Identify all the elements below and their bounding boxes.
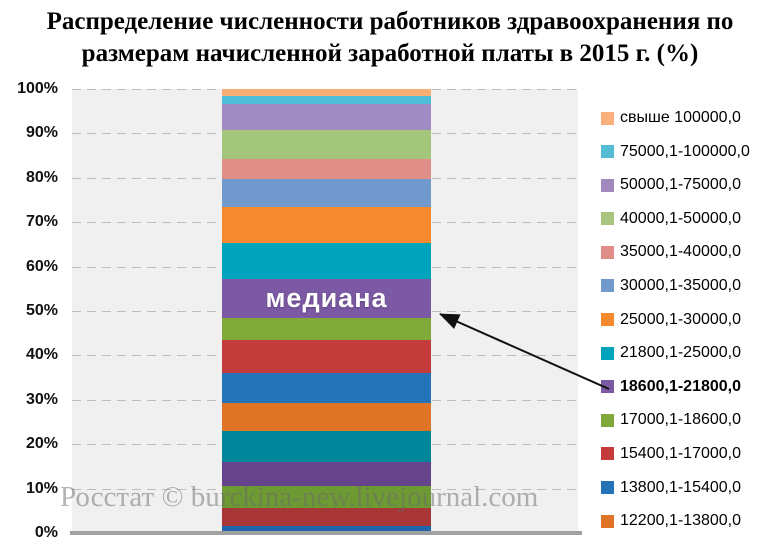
legend-item: 21800,1-25000,0 xyxy=(601,343,750,363)
y-tick-label: 100% xyxy=(17,80,58,97)
bar-segment xyxy=(222,508,431,526)
legend-item: 40000,1-50000,0 xyxy=(601,209,750,229)
legend-item: 18600,1-21800,0 xyxy=(601,377,750,397)
bar-segment-17000,1-18600,0 xyxy=(222,317,431,340)
legend-label: 21800,1-25000,0 xyxy=(620,344,741,362)
legend-item: 17000,1-18600,0 xyxy=(601,410,750,430)
x-axis-line xyxy=(70,531,582,535)
legend-label: 75000,1-100000,0 xyxy=(620,142,750,160)
legend-label: 40000,1-50000,0 xyxy=(620,209,741,227)
y-tick-label: 90% xyxy=(25,124,58,142)
bar-segment-12200,1-13800,0 xyxy=(222,402,431,431)
legend-label: 35000,1-40000,0 xyxy=(620,243,741,261)
y-tick-label: 70% xyxy=(25,213,58,231)
chart-title-text: Распределение численности работников здр… xyxy=(46,8,734,67)
bar-segment-13800,1-15400,0 xyxy=(222,372,431,403)
legend-swatch-icon xyxy=(601,313,614,327)
bar-segment-75000,1-100000,0 xyxy=(222,95,431,104)
legend-label: 30000,1-35000,0 xyxy=(620,276,741,294)
chart-title: Распределение численности работников здр… xyxy=(0,6,780,70)
legend-label: 25000,1-30000,0 xyxy=(620,310,741,328)
legend-swatch-icon xyxy=(601,514,614,528)
legend-swatch-icon xyxy=(601,178,614,192)
legend-item: 25000,1-30000,0 xyxy=(601,310,750,330)
bar-segment xyxy=(222,525,431,533)
y-tick-label: 80% xyxy=(25,168,58,186)
y-tick-label: 30% xyxy=(25,390,58,408)
legend-label: 17000,1-18600,0 xyxy=(620,411,741,429)
legend-item: 30000,1-35000,0 xyxy=(601,276,750,296)
legend: свыше 100000,0 75000,1-100000,0 50000,1-75… xyxy=(601,108,750,531)
y-tick-label: 10% xyxy=(25,479,58,497)
legend-swatch-icon xyxy=(601,447,614,461)
legend-swatch-icon xyxy=(601,481,614,495)
legend-item: 35000,1-40000,0 xyxy=(601,242,750,262)
legend-swatch-icon xyxy=(601,212,614,226)
legend-swatch-icon xyxy=(601,245,614,259)
legend-label: 50000,1-75000,0 xyxy=(620,176,741,194)
y-tick-label: 50% xyxy=(25,302,58,319)
bar-segment-50000,1-75000,0 xyxy=(222,103,431,130)
legend-swatch-icon xyxy=(601,145,614,159)
legend-item: 75000,1-100000,0 xyxy=(601,142,750,162)
median-label: медиана xyxy=(265,282,388,313)
y-tick-label: 0% xyxy=(34,524,58,541)
bar-segment-18600,1-21800,0: медиана xyxy=(222,279,431,318)
legend-swatch-icon xyxy=(601,380,614,394)
legend-swatch-icon xyxy=(601,346,614,360)
legend-swatch-icon xyxy=(601,413,614,427)
legend-label: свыше 100000,0 xyxy=(620,109,741,126)
legend-label: 18600,1-21800,0 xyxy=(620,377,741,395)
legend-swatch-icon xyxy=(601,279,614,293)
bar-segment-30000,1-35000,0 xyxy=(222,178,431,207)
bar-segment-40000,1-50000,0 xyxy=(222,129,431,159)
bar-segment xyxy=(222,485,431,509)
legend-swatch-icon xyxy=(601,111,614,125)
bar-segment-свыше 100000,0 xyxy=(222,89,431,96)
bar-segment-15400,1-17000,0 xyxy=(222,339,431,373)
bar-segment xyxy=(222,430,431,462)
bar-segment xyxy=(222,461,431,486)
y-tick-label: 20% xyxy=(25,435,58,453)
stacked-bar: медиана xyxy=(222,89,431,533)
legend-label: 13800,1-15400,0 xyxy=(620,478,741,496)
watermark: Росстат © burckina-new.livejournal.com xyxy=(60,481,539,513)
y-tick-label: 60% xyxy=(25,257,58,275)
legend-item: 50000,1-75000,0 xyxy=(601,175,750,195)
bar-segment-35000,1-40000,0 xyxy=(222,158,431,179)
legend-label: 15400,1-17000,0 xyxy=(620,444,741,462)
legend-item: 15400,1-17000,0 xyxy=(601,444,750,464)
y-tick-label: 40% xyxy=(25,346,58,364)
legend-label: 12200,1-13800,0 xyxy=(620,512,741,530)
legend-item: 12200,1-13800,0 xyxy=(601,511,750,531)
bar-segment-25000,1-30000,0 xyxy=(222,206,431,244)
legend-item: свыше 100000,0 xyxy=(601,108,750,128)
legend-item: 13800,1-15400,0 xyxy=(601,478,750,498)
bar-segment-21800,1-25000,0 xyxy=(222,243,431,280)
